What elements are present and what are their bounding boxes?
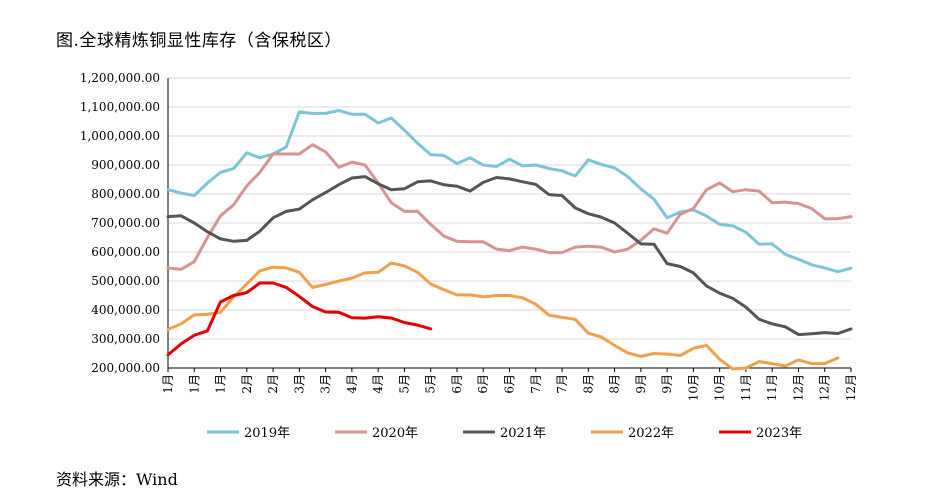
x-tick-label: 9月 <box>660 374 674 394</box>
x-tick-label: 5月 <box>397 374 411 394</box>
x-tick-label: 12月 <box>818 374 832 401</box>
series-line-3 <box>166 175 853 337</box>
y-tick-label: 1,000,000.00 <box>80 129 160 143</box>
x-axis: 1月 1月 1月 2月 2月 3月 3月 4月 4月 5月 5月 6月 6月 6月 7月 7月 8月 8月 9月 9月… <box>161 367 858 401</box>
legend-label-2: 2020年 <box>372 426 418 441</box>
y-tick-label: 500,000.00 <box>91 274 160 288</box>
x-tick-label: 3月 <box>292 374 306 394</box>
chart-title: 图.全球精炼铜显性库存（含保税区） <box>56 31 342 51</box>
series-line-5 <box>166 281 433 357</box>
legend-label-3: 2021年 <box>500 426 546 441</box>
x-tick-label: 11月 <box>739 374 753 401</box>
y-tick-label: 1,100,000.00 <box>80 100 160 114</box>
y-tick-label: 900,000.00 <box>91 158 160 172</box>
y-tick-label: 1,200,000.00 <box>80 71 160 85</box>
x-tick-label: 10月 <box>686 374 700 401</box>
x-tick-label: 5月 <box>424 374 438 394</box>
x-tick-label: 12月 <box>791 374 805 401</box>
legend-label-4: 2022年 <box>628 426 674 441</box>
x-tick-label: 3月 <box>319 374 333 394</box>
x-tick-label: 1月 <box>187 374 201 394</box>
y-tick-label: 600,000.00 <box>91 245 160 259</box>
x-tick-label: 7月 <box>529 374 543 394</box>
source-note: 资料来源：Wind <box>56 470 178 489</box>
x-tick-label: 10月 <box>713 374 727 401</box>
series-lines <box>166 109 853 371</box>
x-tick-label: 8月 <box>581 374 595 394</box>
x-tick-label: 6月 <box>503 374 517 394</box>
y-axis: 200,000.00 300,000.00 400,000.00 500,000.00… <box>80 71 169 375</box>
series-line-4 <box>166 261 840 371</box>
x-tick-label: 11月 <box>765 374 779 401</box>
grid-lines <box>168 77 851 340</box>
y-tick-label: 400,000.00 <box>91 303 160 317</box>
x-tick-label: 6月 <box>476 374 490 394</box>
x-tick-label: 2月 <box>240 374 254 394</box>
y-tick-label: 300,000.00 <box>91 332 160 346</box>
y-tick-label: 700,000.00 <box>91 216 160 230</box>
legend-label-1: 2019年 <box>244 426 290 441</box>
legend-label-5: 2023年 <box>756 426 802 441</box>
x-tick-label: 12月 <box>844 374 858 401</box>
x-tick-label: 8月 <box>608 374 622 394</box>
x-tick-label: 9月 <box>634 374 648 394</box>
x-tick-label: 4月 <box>371 374 385 394</box>
x-tick-label: 6月 <box>450 374 464 394</box>
series-line-2 <box>166 143 853 271</box>
x-tick-label: 4月 <box>345 374 359 394</box>
x-tick-label: 1月 <box>161 374 175 394</box>
y-tick-label: 200,000.00 <box>91 361 160 375</box>
x-tick-label: 1月 <box>214 374 228 394</box>
legend: 2019年 2020年 2021年 2022年 2023年 <box>207 426 802 441</box>
x-tick-label: 2月 <box>266 374 280 394</box>
x-tick-label: 7月 <box>555 374 569 394</box>
series-line-1 <box>166 109 853 274</box>
y-tick-label: 800,000.00 <box>91 187 160 201</box>
